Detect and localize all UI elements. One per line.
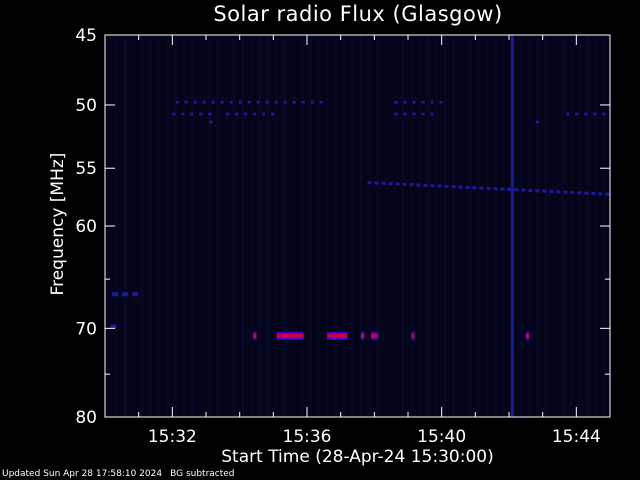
x-axis-label: Start Time (28-Apr-24 15:30:00) [221,447,493,467]
drifting-emission-line [367,181,611,196]
strong-band-segment [276,333,304,338]
signal-mark [122,292,129,297]
x-tick-label: 15:40 [417,427,466,447]
strong-band-segment [360,333,365,338]
chart-title: Solar radio Flux (Glasgow) [213,2,503,26]
x-tick-label: 15:32 [148,427,197,447]
signal-mark [112,292,119,297]
y-tick-label: 60 [75,217,97,237]
x-tick-label: 15:36 [283,427,332,447]
background-mode: BG subtracted [170,469,235,479]
signal-mark [132,292,139,297]
updated-timestamp: Updated Sun Apr 28 17:58:10 2024 [2,469,163,479]
strong-band-segment [253,333,257,338]
plot-background [105,35,610,417]
footer-status: Updated Sun Apr 28 17:58:10 2024 BG subtr… [2,469,243,479]
strong-band-segment [327,333,348,338]
y-tick-label: 80 [75,408,97,428]
strong-band-segment [370,333,378,338]
strong-band-segment [525,333,530,338]
y-axis-label: Frequency [MHz] [48,153,68,296]
x-tick-label: 15:44 [552,427,601,447]
signal-mark [110,324,117,329]
y-tick-label: 70 [75,319,97,339]
y-tick-label: 55 [75,159,97,179]
y-tick-label: 50 [75,96,97,116]
strong-band-segment [411,333,415,338]
y-tick-label: 45 [75,26,97,46]
